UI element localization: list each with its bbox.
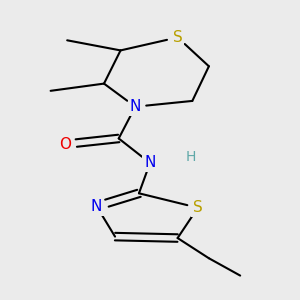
- Text: O: O: [59, 137, 71, 152]
- Text: S: S: [173, 30, 182, 45]
- Text: N: N: [130, 99, 141, 114]
- Text: S: S: [193, 200, 203, 215]
- Text: H: H: [185, 150, 196, 164]
- Text: N: N: [144, 155, 156, 170]
- Text: N: N: [91, 199, 102, 214]
